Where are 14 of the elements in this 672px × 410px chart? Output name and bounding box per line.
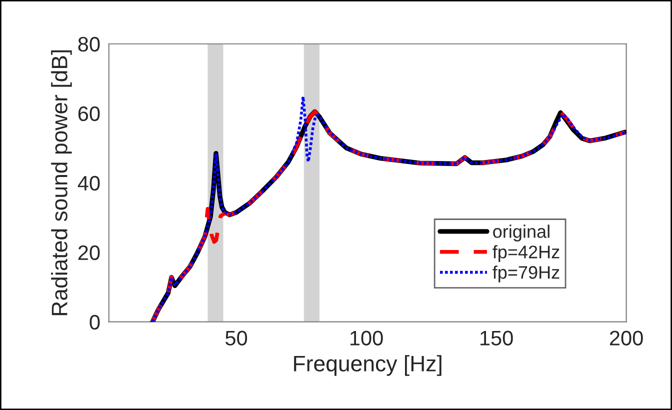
y-axis-title: Radiated sound power [dB] [51, 50, 72, 316]
x-tick-label: 150 [480, 330, 513, 346]
legend-label: original [493, 224, 550, 242]
y-tick-label: 20 [78, 245, 100, 260]
legend-label: fp=42Hz [492, 245, 560, 262]
x-tick-label: 50 [226, 330, 248, 346]
x-tick-label: 100 [350, 330, 383, 346]
y-tick-label: 80 [78, 36, 100, 52]
x-axis-title: Frequency [Hz] [294, 355, 442, 376]
y-tick-label: 0 [90, 314, 100, 330]
legend-label: fp=79Hz [492, 266, 560, 282]
x-tick-label: 200 [610, 330, 643, 346]
y-tick-label: 40 [78, 176, 100, 191]
y-tick-label: 60 [78, 106, 100, 122]
